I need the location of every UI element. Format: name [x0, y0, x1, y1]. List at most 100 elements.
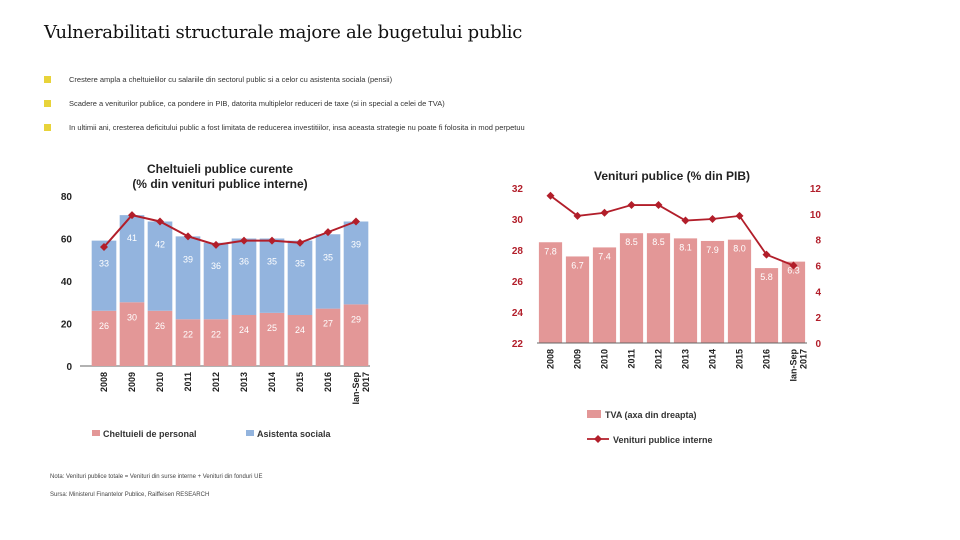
- y-left-tick-label: 26: [512, 277, 524, 288]
- data-label-vat: 8.5: [625, 237, 638, 247]
- x-tick-label: 2015: [735, 349, 745, 369]
- x-tick-line: 2014: [267, 372, 277, 392]
- x-tick-line: 2009: [573, 349, 583, 369]
- y-right-tick-label: 6: [815, 262, 821, 273]
- revenue-marker: [573, 211, 582, 220]
- data-label-personal: 24: [239, 325, 249, 335]
- data-label-vat: 8.5: [652, 237, 665, 247]
- bullet-square-icon: [44, 76, 51, 83]
- bar-social: [343, 221, 369, 305]
- bar-personal: [91, 310, 117, 366]
- note-text: Nota: Venituri publice totale = Venituri…: [50, 474, 263, 480]
- y-right-tick-label: 8: [815, 236, 821, 247]
- x-tick-line: 2017: [799, 349, 809, 369]
- total-marker: [352, 217, 360, 226]
- y-tick-label: 80: [61, 192, 73, 203]
- x-tick-line: 2009: [127, 372, 137, 392]
- bar-social: [175, 236, 201, 320]
- bar-vat: [592, 247, 617, 343]
- x-tick-line: 2010: [600, 349, 610, 369]
- x-tick-line: 2008: [99, 372, 109, 392]
- x-tick-label: 2009: [127, 372, 137, 392]
- total-marker: [324, 228, 332, 237]
- bullet-square-icon: [44, 100, 51, 107]
- x-tick-label: 2010: [600, 349, 610, 369]
- chart-title: Cheltuieli publice curente: [147, 162, 293, 176]
- total-marker: [128, 211, 136, 220]
- data-label-vat: 5.8: [760, 272, 773, 282]
- y-right-tick-label: 0: [815, 339, 821, 350]
- revenue-marker: [762, 250, 771, 259]
- data-label-personal: 25: [267, 323, 277, 333]
- data-label-vat: 7.4: [598, 251, 611, 261]
- revenue-marker: [627, 201, 636, 210]
- chart-title: Venituri publice (% din PIB): [594, 169, 750, 183]
- x-tick-line: 2016: [762, 349, 772, 369]
- x-tick-label: Ian-Sep2017: [789, 349, 809, 382]
- y-right-tick-label: 2: [815, 313, 821, 324]
- revenue-line: [549, 195, 794, 267]
- bar-personal: [119, 302, 145, 366]
- legend-label: Venituri publice interne: [613, 435, 713, 445]
- data-label-social: 42: [155, 240, 165, 250]
- x-tick-label: 2016: [762, 349, 772, 369]
- data-label-social: 36: [211, 261, 221, 271]
- bar-social: [287, 240, 313, 315]
- data-label-social: 39: [351, 240, 361, 250]
- x-tick-line: 2013: [239, 372, 249, 392]
- bar-personal: [259, 312, 285, 366]
- total-marker: [296, 238, 304, 247]
- total-marker: [240, 236, 248, 245]
- revenue-marker: [708, 215, 717, 223]
- total-marker: [100, 243, 108, 251]
- data-label-personal: 26: [99, 321, 109, 331]
- bar-social: [315, 234, 341, 309]
- bar-personal: [147, 310, 173, 366]
- bar-vat: [565, 256, 590, 343]
- data-label-vat: 8.0: [733, 244, 746, 254]
- bar-personal: [231, 315, 257, 366]
- x-tick-label: 2011: [183, 372, 193, 392]
- legend-swatch-personal: [92, 430, 100, 436]
- bullet-item: In ultimii ani, cresterea deficitului pu…: [44, 120, 525, 144]
- revenue-marker: [735, 211, 744, 220]
- total-marker: [156, 217, 164, 226]
- x-tick-label: 2012: [211, 372, 221, 392]
- x-tick-line: 2008: [546, 349, 556, 369]
- bar-vat: [646, 233, 671, 343]
- x-tick-label: 2008: [99, 372, 109, 392]
- data-label-vat: 6.3: [787, 266, 800, 276]
- bar-personal: [203, 319, 229, 366]
- y-right-tick-label: 12: [810, 184, 822, 195]
- x-tick-line: 2015: [295, 372, 305, 392]
- expenditure-chart: Cheltuieli publice curente(% din venitur…: [61, 162, 370, 439]
- data-label-social: 35: [323, 252, 333, 262]
- revenue-marker: [654, 201, 663, 210]
- y-tick-label: 40: [61, 277, 73, 288]
- x-tick-label: 2010: [155, 372, 165, 392]
- bar-personal: [175, 319, 201, 366]
- x-tick-line: 2016: [323, 372, 333, 392]
- y-tick-label: 60: [61, 235, 73, 246]
- chart-title: (% din venituri publice interne): [132, 177, 307, 191]
- total-marker: [212, 240, 220, 249]
- legend-marker-revenue: [594, 435, 602, 443]
- x-tick-label: 2014: [267, 372, 277, 392]
- page-title: Vulnerabilitati structurale majore ale b…: [44, 22, 523, 43]
- bar-social: [119, 215, 145, 303]
- revenue-chart: Venituri publice (% din PIB)222426283032…: [512, 169, 822, 445]
- y-left-tick-label: 30: [512, 215, 524, 226]
- legend-swatch-vat: [587, 410, 601, 418]
- y-left-tick-label: 22: [512, 339, 524, 350]
- data-label-social: 35: [267, 257, 277, 267]
- legend-label: Asistenta sociala: [257, 429, 332, 439]
- bullet-text: In ultimii ani, cresterea deficitului pu…: [69, 123, 525, 132]
- x-tick-line: Ian-Sep: [351, 372, 361, 405]
- bar-personal: [343, 304, 369, 366]
- legend-swatch-social: [246, 430, 254, 436]
- bar-social: [203, 242, 229, 320]
- x-tick-label: 2016: [323, 372, 333, 392]
- legend-label: Cheltuieli de personal: [103, 429, 197, 439]
- data-label-personal: 30: [127, 312, 137, 322]
- x-tick-label: 2014: [708, 349, 718, 369]
